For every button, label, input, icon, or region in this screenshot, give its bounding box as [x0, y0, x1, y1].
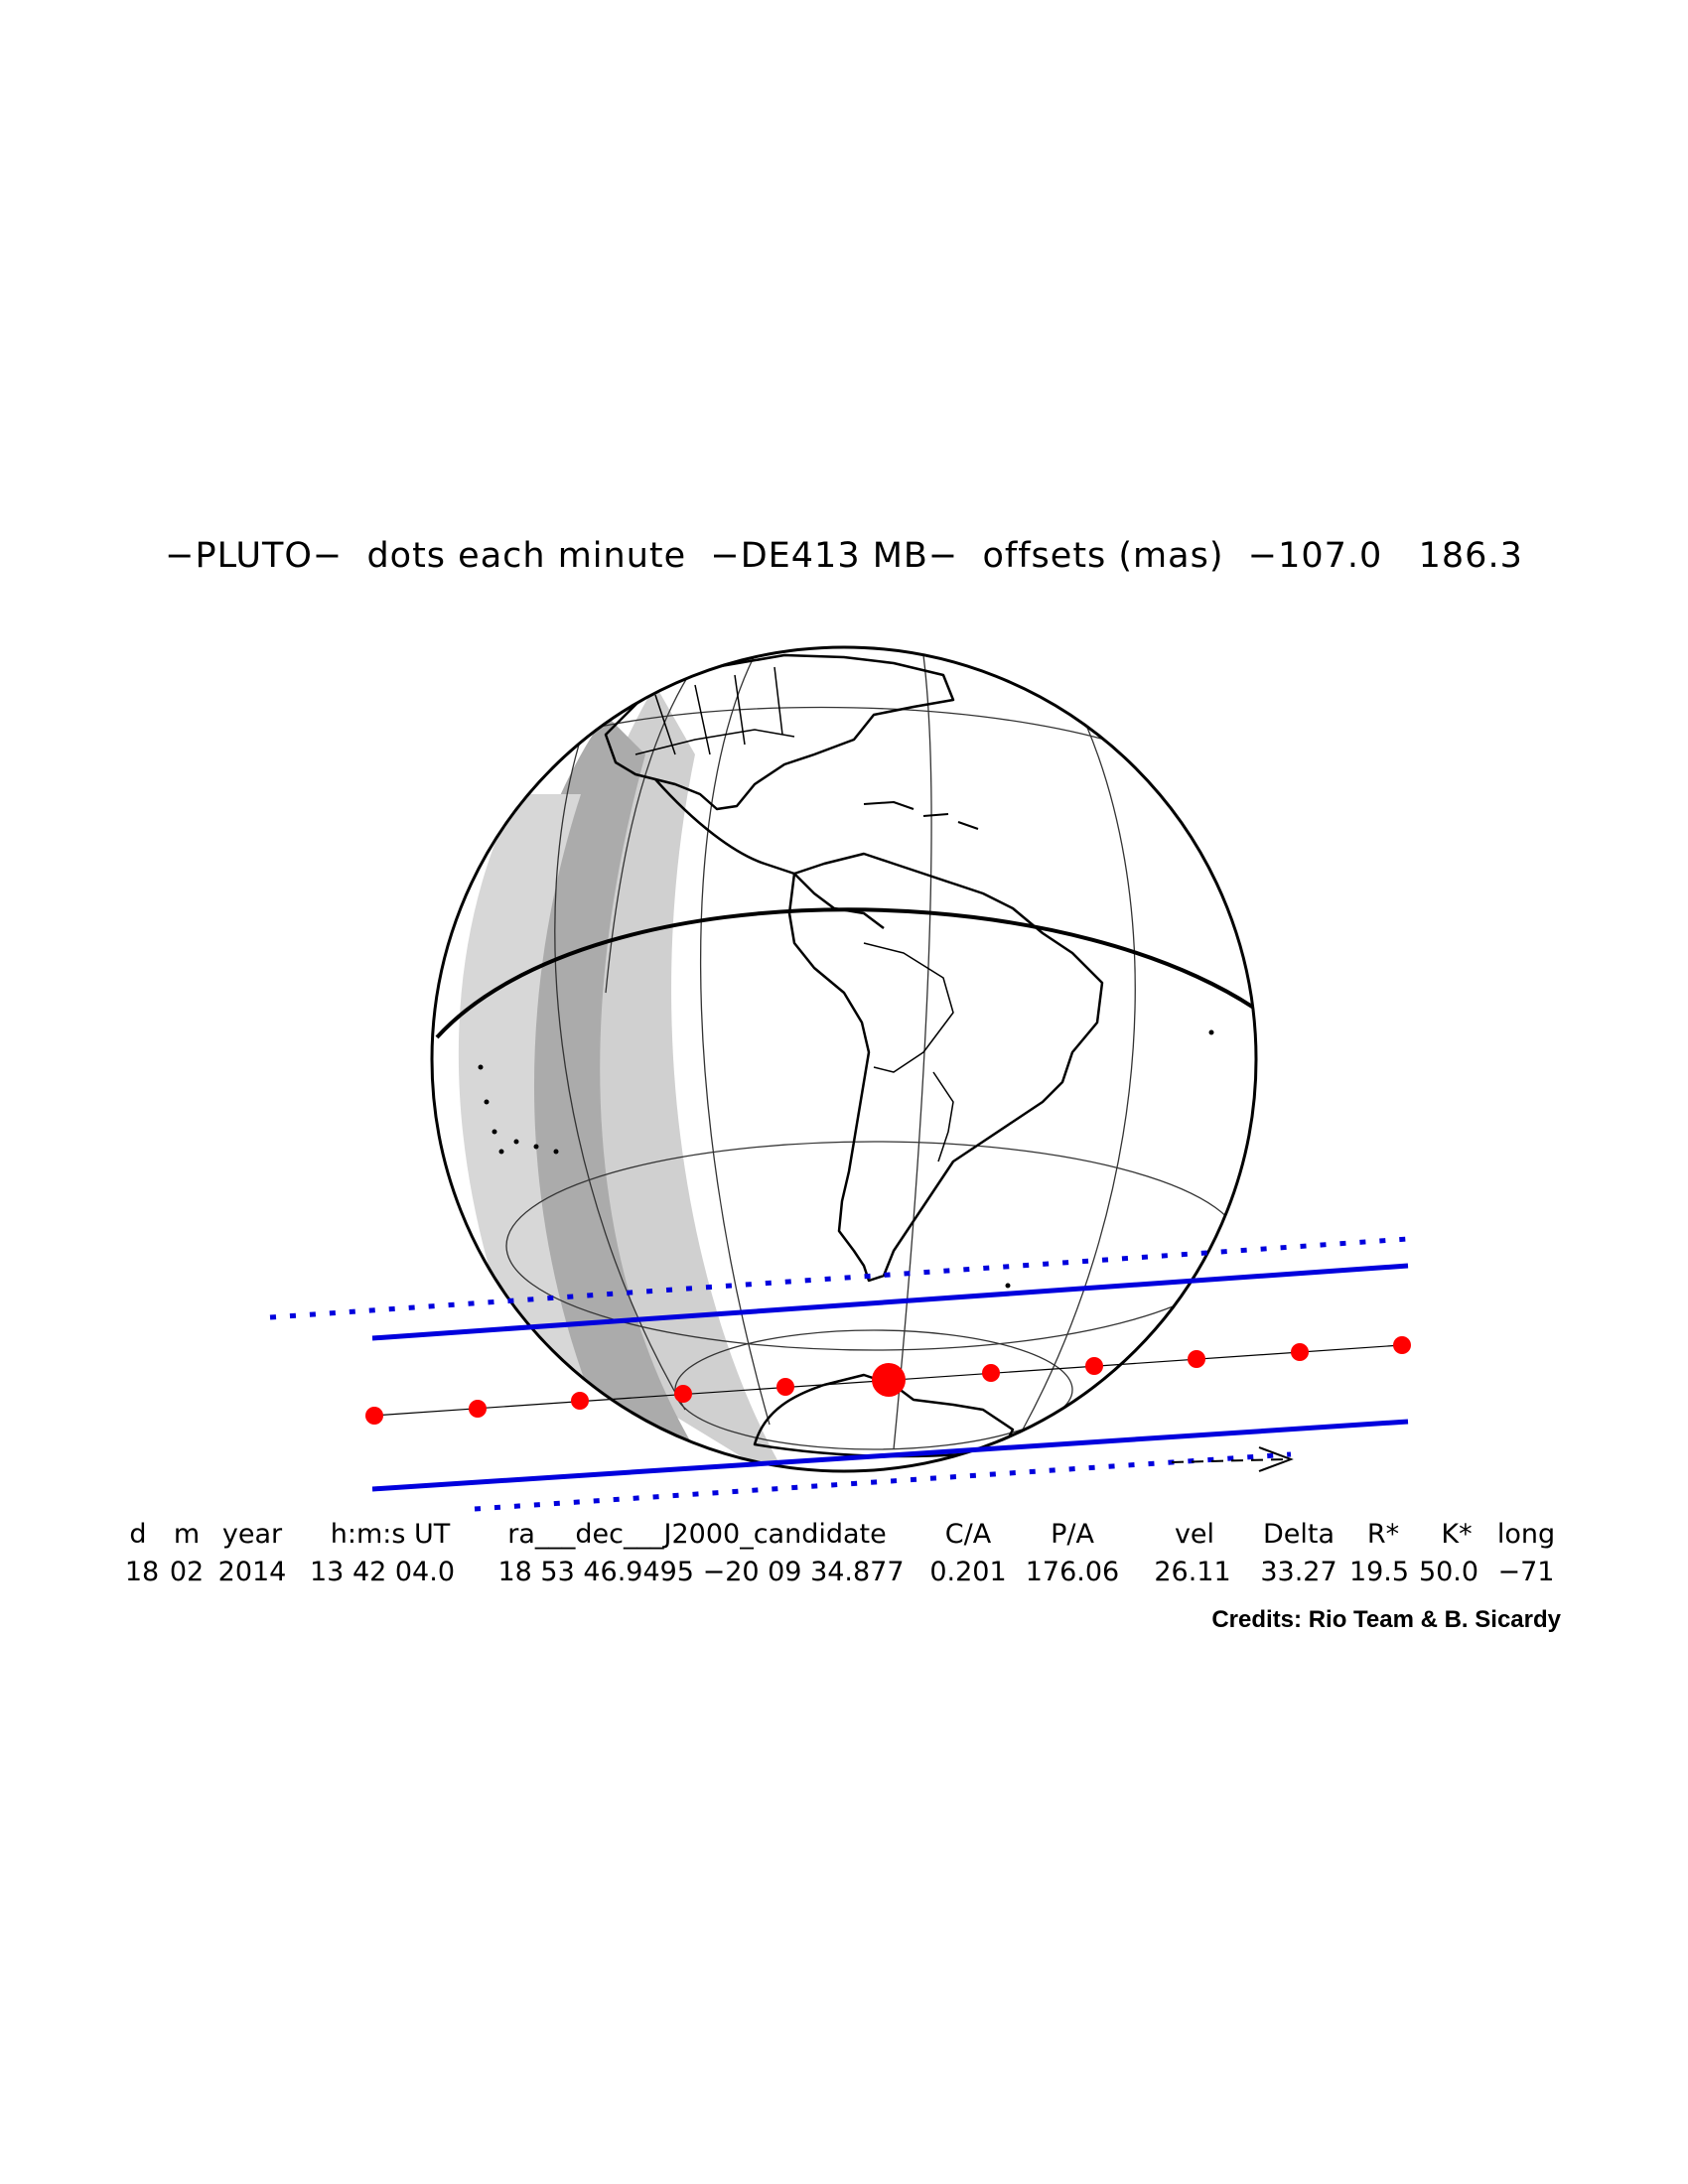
- track-dot: [1291, 1343, 1309, 1361]
- header-day: d: [129, 1519, 147, 1550]
- value-long: −71: [1497, 1557, 1555, 1587]
- value-day: 18: [124, 1557, 160, 1587]
- antarctica-outline: [753, 1373, 1015, 1458]
- value-ca: 0.201: [929, 1557, 1007, 1587]
- header-rstar: R*: [1366, 1519, 1400, 1550]
- table-value-row: 18 02 2014 13 42 04.0 18 53 46.9495 −20 …: [0, 1557, 1688, 1596]
- header-vel: vel: [1174, 1519, 1215, 1550]
- page-title: −PLUTO− dots each minute −DE413 MB− offs…: [165, 536, 1523, 576]
- value-vel: 26.11: [1154, 1557, 1231, 1587]
- shadow-path: [269, 1236, 1409, 1512]
- north-america-outline: [604, 653, 955, 811]
- header-month: m: [173, 1519, 201, 1550]
- header-kstar: K*: [1441, 1519, 1473, 1550]
- table-header-row: d m year h:m:s UT ra___dec___J2000_candi…: [0, 1519, 1688, 1559]
- header-long: long: [1496, 1519, 1556, 1550]
- value-month: 02: [169, 1557, 205, 1587]
- track-dot: [365, 1407, 383, 1425]
- value-pa: 176.06: [1025, 1557, 1120, 1587]
- track-dot: [571, 1392, 589, 1410]
- header-pa: P/A: [1051, 1519, 1094, 1550]
- header-delta: Delta: [1262, 1519, 1336, 1550]
- header-year: year: [221, 1519, 283, 1550]
- value-kstar: 50.0: [1418, 1557, 1479, 1587]
- track-dot: [982, 1364, 1000, 1382]
- track-dots: [365, 1336, 1411, 1425]
- track-dot: [776, 1378, 794, 1396]
- credits-text: Credits: Rio Team & B. Sicardy: [1211, 1606, 1561, 1633]
- header-time: h:m:s UT: [330, 1519, 451, 1550]
- night-shading: [458, 685, 794, 1471]
- value-year: 2014: [217, 1557, 287, 1587]
- value-rstar: 19.5: [1348, 1557, 1410, 1587]
- islands: [478, 1029, 1214, 1289]
- south-america-outline: [787, 852, 1104, 1283]
- shadow-north-limit: [371, 1263, 1409, 1341]
- header-ca: C/A: [944, 1519, 992, 1550]
- track-dot: [469, 1400, 487, 1418]
- track-dot: [1188, 1350, 1205, 1368]
- track-dot-closest-approach: [872, 1363, 906, 1397]
- track-dot: [1085, 1357, 1103, 1375]
- value-delta: 33.27: [1260, 1557, 1337, 1587]
- globe-outline: [430, 645, 1258, 1473]
- shadow-south-limit: [371, 1419, 1409, 1492]
- header-radec: ra___dec___J2000_candidate: [507, 1519, 887, 1550]
- track-dot: [1393, 1336, 1411, 1354]
- central-america-outline: [654, 778, 885, 929]
- continents: [604, 653, 1255, 1458]
- value-radec: 18 53 46.9495 −20 09 34.877: [497, 1557, 905, 1587]
- value-time: 13 42 04.0: [310, 1557, 455, 1587]
- direction-arrow: [1171, 1446, 1294, 1472]
- track-dot: [674, 1385, 692, 1403]
